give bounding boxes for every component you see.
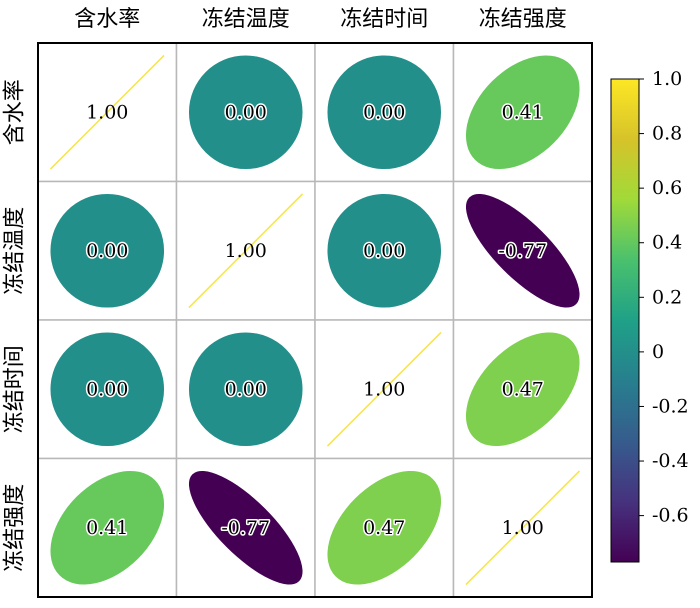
row-label: 冻结时间	[3, 345, 28, 433]
column-label: 冻结时间	[340, 7, 428, 32]
diagonal-line-4	[465, 470, 581, 586]
column-label: 冻结强度	[479, 7, 567, 32]
correlation-ellipse-r3-c4	[465, 332, 580, 447]
matrix-frame	[37, 42, 593, 598]
value-label-r3-c2: 0.00	[225, 378, 267, 400]
correlation-ellipse-r4-c2	[188, 470, 303, 585]
correlation-ellipse-r3-c2	[188, 332, 303, 447]
colorbar-tick-label: 0	[652, 341, 664, 363]
value-label-r1-c4: 0.41	[502, 101, 544, 123]
correlation-ellipse-r2-c3	[327, 193, 442, 308]
correlation-ellipse-r4-c3	[327, 470, 442, 585]
colorbar-tick-label: 1.0	[652, 68, 682, 90]
matrix-cells: 1.00 0.00 0.00 0.41 0.00 1.00 0.00 -0.77 0.00 0.0…	[49, 54, 581, 586]
diagonal-line-3	[326, 331, 442, 447]
value-label-r4-c2: -0.77	[221, 517, 270, 539]
value-label-r3-c1: 0.00	[86, 378, 128, 400]
correlation-ellipse-r2-c4	[465, 193, 580, 308]
value-label-r1-c2: 0.00	[225, 101, 267, 123]
row-label: 含水率	[3, 79, 28, 145]
correlation-ellipse-r1-c2	[188, 55, 303, 170]
correlation-ellipse-r2-c1	[50, 193, 165, 308]
colorbar-gradient	[610, 78, 640, 563]
value-label-r2-c4: -0.77	[498, 240, 547, 262]
colorbar-tick-label: -0.6	[652, 505, 689, 527]
colorbar-tick-label: 0.6	[652, 177, 682, 199]
colorbar-tick-label: -0.4	[652, 450, 689, 472]
row-label: 冻结温度	[3, 207, 28, 295]
diagonal-line-1	[49, 54, 165, 170]
value-label-r3-c4: 0.47	[502, 378, 544, 400]
row-label: 冻结强度	[3, 484, 28, 572]
colorbar-tick-label: 0.2	[652, 286, 682, 308]
column-label: 冻结温度	[202, 7, 290, 32]
colorbar-tick-label: -0.2	[652, 395, 689, 417]
colorbar-tick-label: 0.4	[652, 232, 682, 254]
colorbar: 1.0 0.8 0.6 0.4 0.2 0 -0.2 -0.4 -0.6	[610, 68, 689, 563]
diagonal-line-2	[188, 193, 304, 309]
correlation-ellipse-r1-c4	[465, 55, 580, 170]
value-label-r3-c3: 1.00	[363, 378, 405, 400]
colorbar-tick-label: 0.8	[652, 123, 682, 145]
value-label-r2-c1: 0.00	[86, 240, 128, 262]
column-label: 含水率	[74, 7, 140, 32]
correlation-ellipse-r4-c1	[50, 470, 165, 585]
correlation-ellipse-r1-c3	[327, 55, 442, 170]
value-label-r1-c3: 0.00	[363, 101, 405, 123]
correlation-ellipse-r3-c1	[50, 332, 165, 447]
value-label-r2-c3: 0.00	[363, 240, 405, 262]
value-label-r1-c1: 1.00	[86, 101, 128, 123]
value-label-r2-c2: 1.00	[225, 240, 267, 262]
value-label-r4-c3: 0.47	[363, 517, 405, 539]
value-label-r4-c1: 0.41	[86, 517, 128, 539]
value-label-r4-c4: 1.00	[502, 517, 544, 539]
